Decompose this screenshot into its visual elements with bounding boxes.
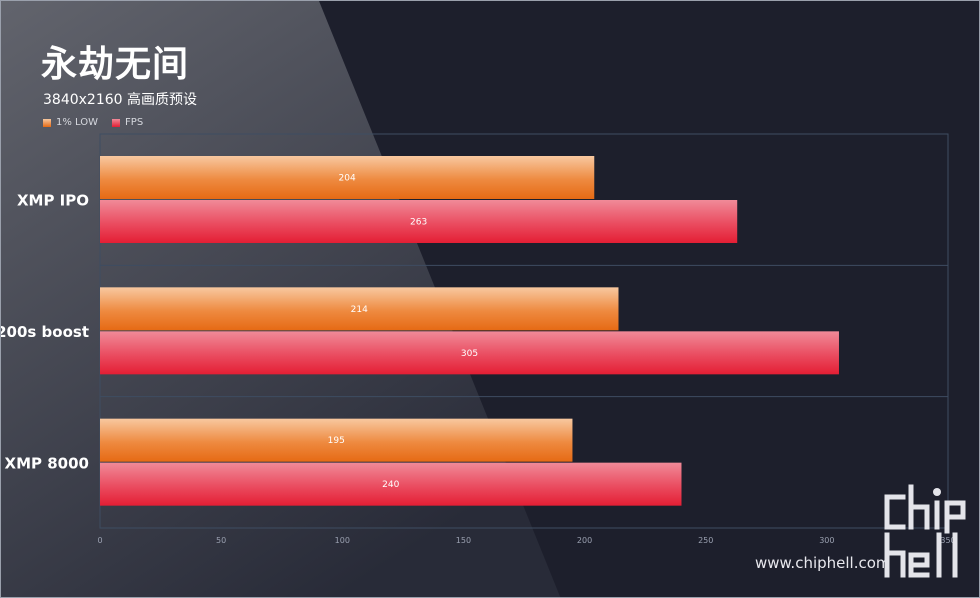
- bar-fps: [100, 462, 682, 506]
- plot-frame: [99, 133, 949, 529]
- x-tick-label: 350: [940, 536, 955, 545]
- bar-low: [100, 287, 619, 331]
- x-tick-label: 200: [577, 536, 592, 545]
- legend-label-low: 1% LOW: [56, 117, 99, 128]
- category-label: 200s boost: [1, 323, 89, 341]
- bar-value-label: 240: [382, 480, 399, 490]
- bar-fps: [100, 331, 839, 375]
- chart-title: 永劫无间: [41, 44, 190, 85]
- bar-value-label: 305: [461, 349, 478, 359]
- bar-low: [100, 418, 573, 462]
- bar-value-label: 214: [351, 305, 368, 315]
- category-label: XMP 8000: [5, 454, 89, 472]
- x-tick-label: 150: [456, 536, 471, 545]
- watermark-url: www.chiphell.com: [755, 554, 891, 572]
- x-tick-label: 50: [216, 536, 226, 545]
- bar-value-label: 195: [328, 436, 345, 446]
- chart-subtitle: 3840x2160 高画质预设: [43, 92, 197, 108]
- bar-fps: [100, 200, 738, 243]
- x-tick-label: 100: [335, 536, 350, 545]
- legend-item-fps: FPS: [112, 117, 143, 128]
- x-tick-label: 250: [698, 536, 713, 545]
- x-tick-label: 300: [819, 536, 834, 545]
- legend: 1% LOW FPS: [43, 117, 143, 128]
- bar-value-label: 204: [339, 174, 356, 184]
- legend-item-low: 1% LOW: [43, 117, 98, 128]
- chiphell-logo: [884, 484, 966, 578]
- bar-low: [100, 156, 595, 199]
- legend-swatch-fps: [112, 118, 121, 127]
- category-label: XMP IPO: [17, 192, 89, 210]
- legend-swatch-low: [43, 118, 51, 127]
- bar-value-label: 263: [410, 218, 427, 228]
- legend-label-fps: FPS: [125, 117, 144, 128]
- x-tick-label: 0: [97, 536, 102, 545]
